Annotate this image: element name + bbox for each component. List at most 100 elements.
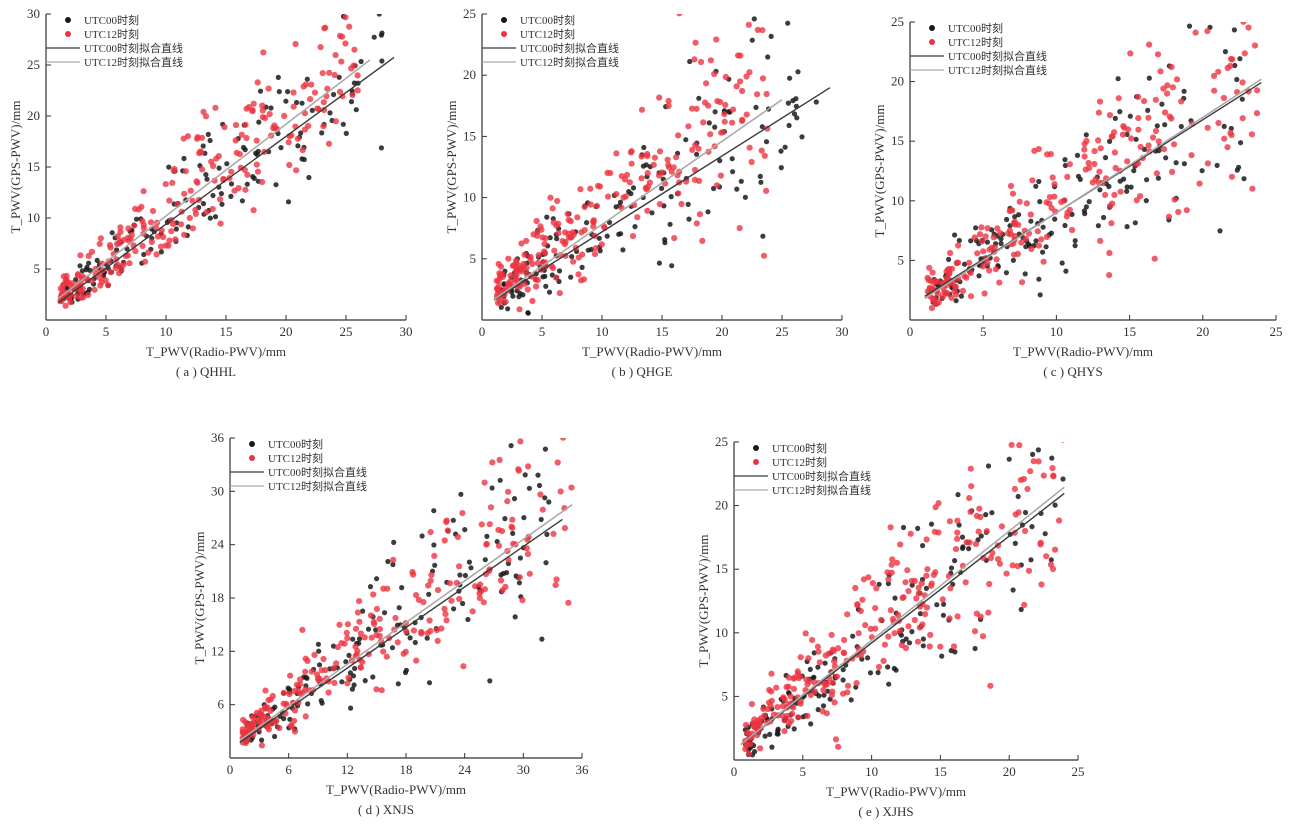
data-point (976, 273, 982, 279)
data-point (1124, 184, 1130, 190)
data-point (671, 235, 678, 242)
y-tick-label: 30 (211, 483, 224, 498)
x-axis-label: T_PWV(Radio-PWV)/mm (326, 782, 466, 797)
data-point (963, 539, 970, 546)
data-point (984, 239, 990, 245)
data-point (148, 238, 155, 246)
data-point (644, 153, 651, 160)
data-point (1083, 137, 1090, 144)
data-point (948, 265, 956, 272)
data-point (904, 567, 911, 574)
data-point (1240, 0, 1245, 5)
data-point (1227, 129, 1234, 136)
data-point (621, 176, 629, 183)
data-point (1030, 451, 1036, 457)
data-point (626, 189, 632, 195)
data-point (659, 185, 665, 191)
data-point (673, 154, 680, 161)
data-point (395, 681, 401, 687)
data-point (228, 193, 234, 199)
data-point (72, 292, 80, 300)
data-point (354, 72, 361, 79)
y-tick-label: 10 (463, 190, 476, 205)
data-point (391, 539, 397, 545)
data-point (1049, 174, 1056, 181)
data-point (539, 234, 546, 241)
data-point (675, 190, 682, 197)
data-point (954, 517, 961, 524)
data-point (142, 258, 149, 265)
data-point (570, 258, 577, 265)
data-point (1108, 220, 1115, 227)
data-point (768, 33, 774, 40)
data-point (978, 238, 985, 245)
data-point (293, 167, 300, 174)
data-point (987, 554, 994, 562)
y-tick-label: 30 (27, 6, 40, 21)
data-point (917, 611, 923, 617)
x-tick-label: 0 (731, 764, 738, 779)
data-point (511, 496, 518, 502)
data-point (1217, 228, 1223, 234)
data-point (743, 111, 750, 118)
data-point (354, 647, 361, 654)
panel-caption: ( e ) XJHS (858, 804, 913, 819)
data-point (892, 595, 898, 601)
data-point (699, 237, 706, 244)
x-tick-label: 0 (907, 324, 914, 339)
data-point (598, 241, 605, 248)
data-point (954, 613, 961, 620)
data-point (556, 278, 562, 285)
data-point (412, 639, 418, 646)
data-point (497, 577, 505, 584)
data-point (336, 621, 343, 628)
data-point (182, 168, 189, 175)
data-point (926, 264, 933, 271)
data-point (1006, 456, 1012, 462)
data-point (293, 681, 300, 688)
data-point (1024, 485, 1031, 493)
data-point (1175, 208, 1182, 216)
data-point (1052, 216, 1058, 222)
data-point (486, 521, 493, 528)
data-point (476, 590, 483, 597)
data-point (555, 230, 562, 237)
data-point (896, 627, 903, 635)
legend-label: UTC00时刻拟合直线 (84, 41, 183, 55)
data-point (691, 56, 698, 63)
data-point (1162, 122, 1168, 128)
data-point (242, 121, 249, 128)
data-point (1043, 199, 1050, 206)
data-point (244, 171, 251, 178)
data-point (807, 666, 813, 672)
data-point (604, 233, 610, 239)
data-point (487, 678, 493, 684)
data-point (902, 644, 909, 652)
data-point (462, 527, 468, 533)
data-point (371, 34, 377, 40)
data-point (923, 585, 929, 591)
data-point (980, 248, 987, 255)
data-point (574, 214, 581, 221)
data-point (285, 685, 291, 691)
data-point (126, 260, 133, 267)
data-point (616, 231, 622, 237)
data-point (880, 657, 887, 664)
data-point (865, 655, 871, 661)
data-point (823, 710, 830, 717)
data-point (189, 225, 196, 232)
x-tick-label: 25 (1270, 324, 1283, 339)
x-tick-label: 5 (539, 324, 546, 339)
data-point (1091, 160, 1098, 168)
data-point (534, 259, 541, 267)
data-point (820, 703, 827, 709)
data-point (1159, 101, 1165, 107)
data-point (1173, 160, 1179, 166)
data-point (294, 135, 301, 142)
data-point (665, 97, 672, 105)
data-point (480, 599, 487, 606)
data-point (1037, 292, 1043, 298)
data-point (1145, 114, 1152, 121)
data-point (481, 586, 488, 593)
data-point (953, 259, 960, 266)
